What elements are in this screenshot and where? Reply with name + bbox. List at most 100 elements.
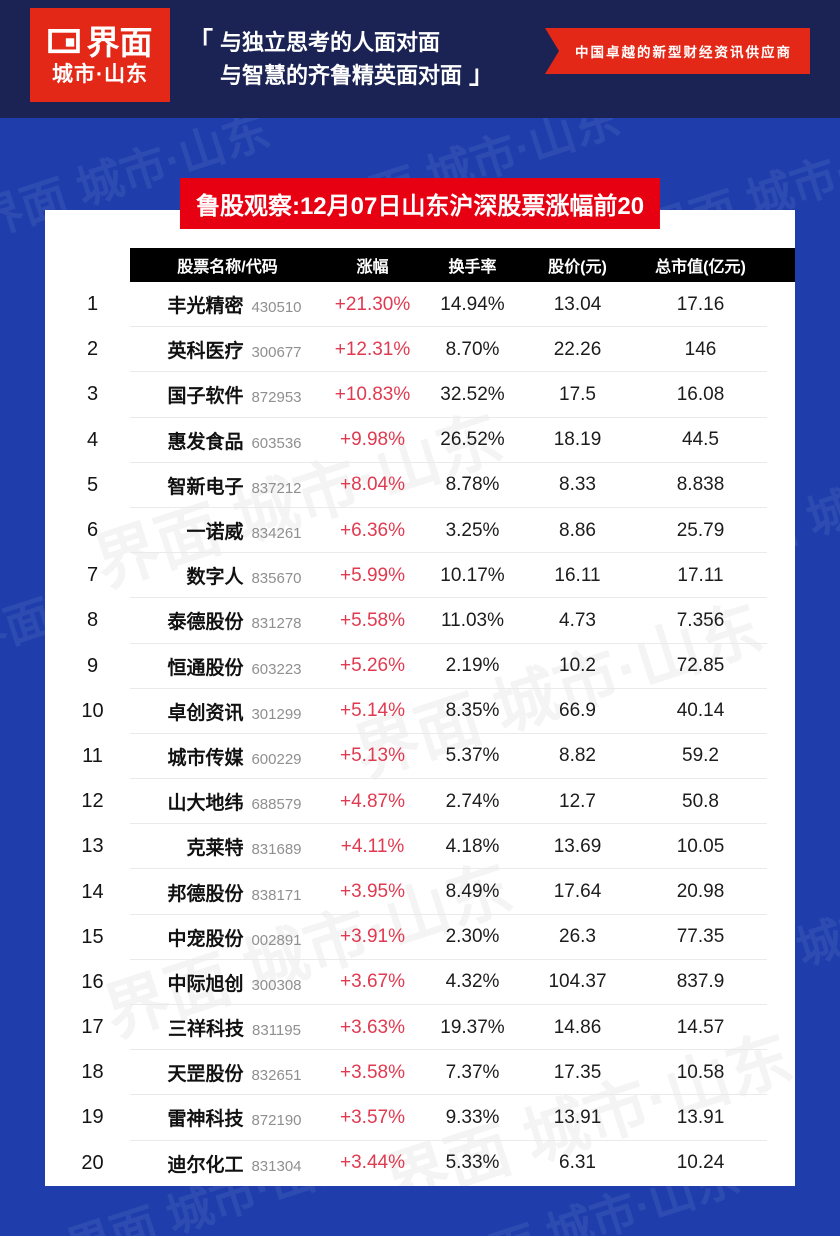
stock-code: 837212	[251, 479, 302, 497]
logo-brand-text: 界面	[86, 23, 153, 61]
turnover-cell: 7.37%	[445, 1061, 500, 1083]
marketcap-cell: 14.57	[676, 1016, 725, 1038]
table-card: 界面 城市·山东 界面 城市·山东 界面 城市·山东 界面 城市·山东 鲁股观察…	[45, 178, 795, 1186]
stock-name: 克莱特	[186, 838, 244, 860]
stock-name: 智新电子	[167, 476, 244, 498]
stock-name-cell: 泰德股份 831278	[140, 607, 325, 634]
turnover-cell: 4.32%	[445, 971, 500, 993]
change-cell: +3.57%	[340, 1106, 405, 1128]
stock-code: 872953	[251, 389, 302, 407]
stock-name: 天罡股份	[167, 1064, 244, 1086]
table-row: 8 泰德股份 831278 +5.58% 11.03% 4.73 7.356	[45, 598, 795, 644]
stock-name: 泰德股份	[167, 612, 244, 634]
price-cell: 18.19	[553, 429, 602, 451]
price-cell: 22.26	[553, 338, 602, 360]
quote-close-bracket: 」	[469, 61, 495, 89]
stock-name: 中际旭创	[167, 973, 244, 995]
change-cell: +21.30%	[334, 293, 411, 315]
jiemian-logo-icon	[47, 29, 80, 54]
rank-cell: 16	[81, 970, 104, 993]
marketcap-cell: 44.5	[682, 429, 719, 451]
stock-code: 872190	[251, 1112, 302, 1130]
stock-name-cell: 英科医疗 300677	[140, 336, 325, 363]
logo-sub-text: 城市·山东	[52, 62, 148, 86]
stock-name-cell: 山大地纬 688579	[140, 788, 325, 815]
rank-cell: 14	[81, 880, 104, 903]
slogan: 「 与独立思考的人面对面 与智慧的齐鲁精英面对面」	[188, 26, 494, 92]
price-cell: 16.11	[554, 564, 601, 586]
turnover-cell: 19.37%	[440, 1016, 505, 1038]
price-cell: 17.5	[559, 383, 596, 405]
turnover-cell: 10.17%	[440, 564, 505, 586]
turnover-cell: 2.74%	[445, 790, 500, 812]
price-cell: 17.64	[553, 881, 602, 903]
marketcap-cell: 10.24	[676, 1152, 725, 1174]
stock-code: 430510	[251, 299, 302, 317]
change-cell: +5.58%	[340, 609, 405, 631]
rank-cell: 2	[86, 338, 99, 361]
stock-name-cell: 一诺威 834261	[140, 517, 325, 544]
stock-name-cell: 国子软件 872953	[140, 381, 325, 408]
table-row: 13 克莱特 831689 +4.11% 4.18% 13.69 10.05	[45, 824, 795, 870]
turnover-cell: 8.78%	[445, 474, 500, 496]
price-cell: 13.69	[553, 835, 602, 857]
turnover-cell: 32.52%	[440, 383, 505, 405]
rank-cell: 18	[81, 1061, 104, 1084]
stock-code: 831195	[252, 1022, 301, 1040]
stock-code: 835670	[251, 570, 302, 588]
stock-name: 数字人	[186, 567, 244, 589]
page-title: 鲁股观察:12月07日山东沪深股票涨幅前20	[179, 178, 661, 229]
stock-name: 英科医疗	[167, 341, 244, 363]
table-row: 2 英科医疗 300677 +12.31% 8.70% 22.26 146	[45, 327, 795, 373]
rank-cell: 5	[86, 473, 99, 496]
stock-name-cell: 雷神科技 872190	[140, 1104, 325, 1131]
rank-cell: 9	[86, 654, 99, 677]
stock-code: 002891	[251, 931, 302, 949]
stock-code: 300308	[251, 976, 302, 994]
price-cell: 26.3	[559, 926, 596, 948]
table-header-row: 股票名称/代码 涨幅 换手率 股价(元) 总市值(亿元)	[130, 248, 795, 282]
table-row: 5 智新电子 837212 +8.04% 8.78% 8.33 8.838	[45, 463, 795, 509]
price-cell: 13.91	[553, 1106, 602, 1128]
tagline-ribbon: 中国卓越的新型财经资讯供应商	[545, 28, 810, 74]
price-cell: 8.82	[559, 745, 596, 767]
stock-name: 国子软件	[167, 386, 244, 408]
table-row: 17 三祥科技 831195 +3.63% 19.37% 14.86 14.57	[45, 1005, 795, 1051]
turnover-cell: 26.52%	[440, 429, 505, 451]
rank-cell: 13	[81, 835, 104, 858]
stock-code: 831689	[251, 841, 302, 859]
change-cell: +5.99%	[340, 564, 405, 586]
stock-name-cell: 邦德股份 838171	[140, 879, 325, 906]
table-row: 18 天罡股份 832651 +3.58% 7.37% 17.35 10.58	[45, 1050, 795, 1096]
marketcap-cell: 10.05	[676, 835, 725, 857]
price-cell: 14.86	[553, 1016, 602, 1038]
turnover-cell: 14.94%	[440, 293, 505, 315]
rank-cell: 3	[86, 383, 99, 406]
stock-name-cell: 智新电子 837212	[140, 472, 325, 499]
table-row: 15 中宠股份 002891 +3.91% 2.30% 26.3 77.35	[45, 915, 795, 961]
top-header-bar: 界面 城市·山东 「 与独立思考的人面对面 与智慧的齐鲁精英面对面」 中国卓越的…	[0, 0, 840, 118]
change-cell: +4.87%	[340, 790, 405, 812]
table-row: 19 雷神科技 872190 +3.57% 9.33% 13.91 13.91	[45, 1095, 795, 1141]
stock-name-cell: 克莱特 831689	[140, 833, 325, 860]
stock-code: 300677	[251, 344, 302, 362]
turnover-cell: 2.19%	[445, 655, 500, 677]
price-cell: 17.35	[553, 1061, 602, 1083]
marketcap-cell: 16.08	[676, 383, 725, 405]
rank-cell: 8	[86, 609, 99, 632]
price-cell: 104.37	[548, 971, 607, 993]
table-row: 16 中际旭创 300308 +3.67% 4.32% 104.37 837.9	[45, 960, 795, 1006]
price-cell: 13.04	[553, 293, 602, 315]
quote-open-bracket: 「	[188, 28, 214, 56]
table-row: 4 惠发食品 603536 +9.98% 26.52% 18.19 44.5	[45, 418, 795, 463]
turnover-cell: 3.25%	[445, 519, 500, 541]
rank-cell: 12	[81, 790, 104, 813]
marketcap-cell: 50.8	[682, 790, 719, 812]
change-cell: +4.11%	[340, 835, 405, 857]
rank-cell: 19	[81, 1106, 104, 1129]
turnover-cell: 8.49%	[445, 881, 500, 903]
stock-code: 834261	[251, 525, 302, 543]
table-row: 20 迪尔化工 831304 +3.44% 5.33% 6.31 10.24	[45, 1141, 795, 1186]
change-cell: +5.14%	[340, 700, 405, 722]
change-cell: +6.36%	[340, 519, 405, 541]
